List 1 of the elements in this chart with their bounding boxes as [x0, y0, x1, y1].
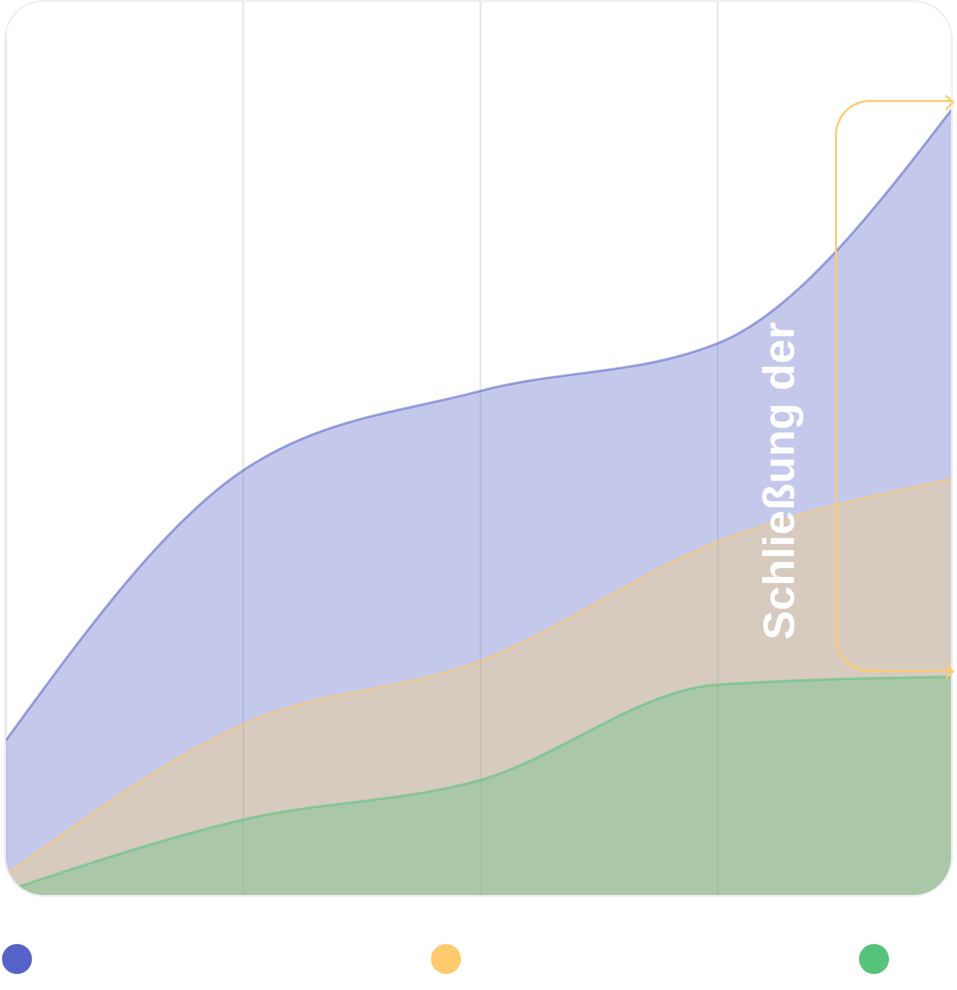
annotation: Schließung der: [755, 322, 805, 640]
